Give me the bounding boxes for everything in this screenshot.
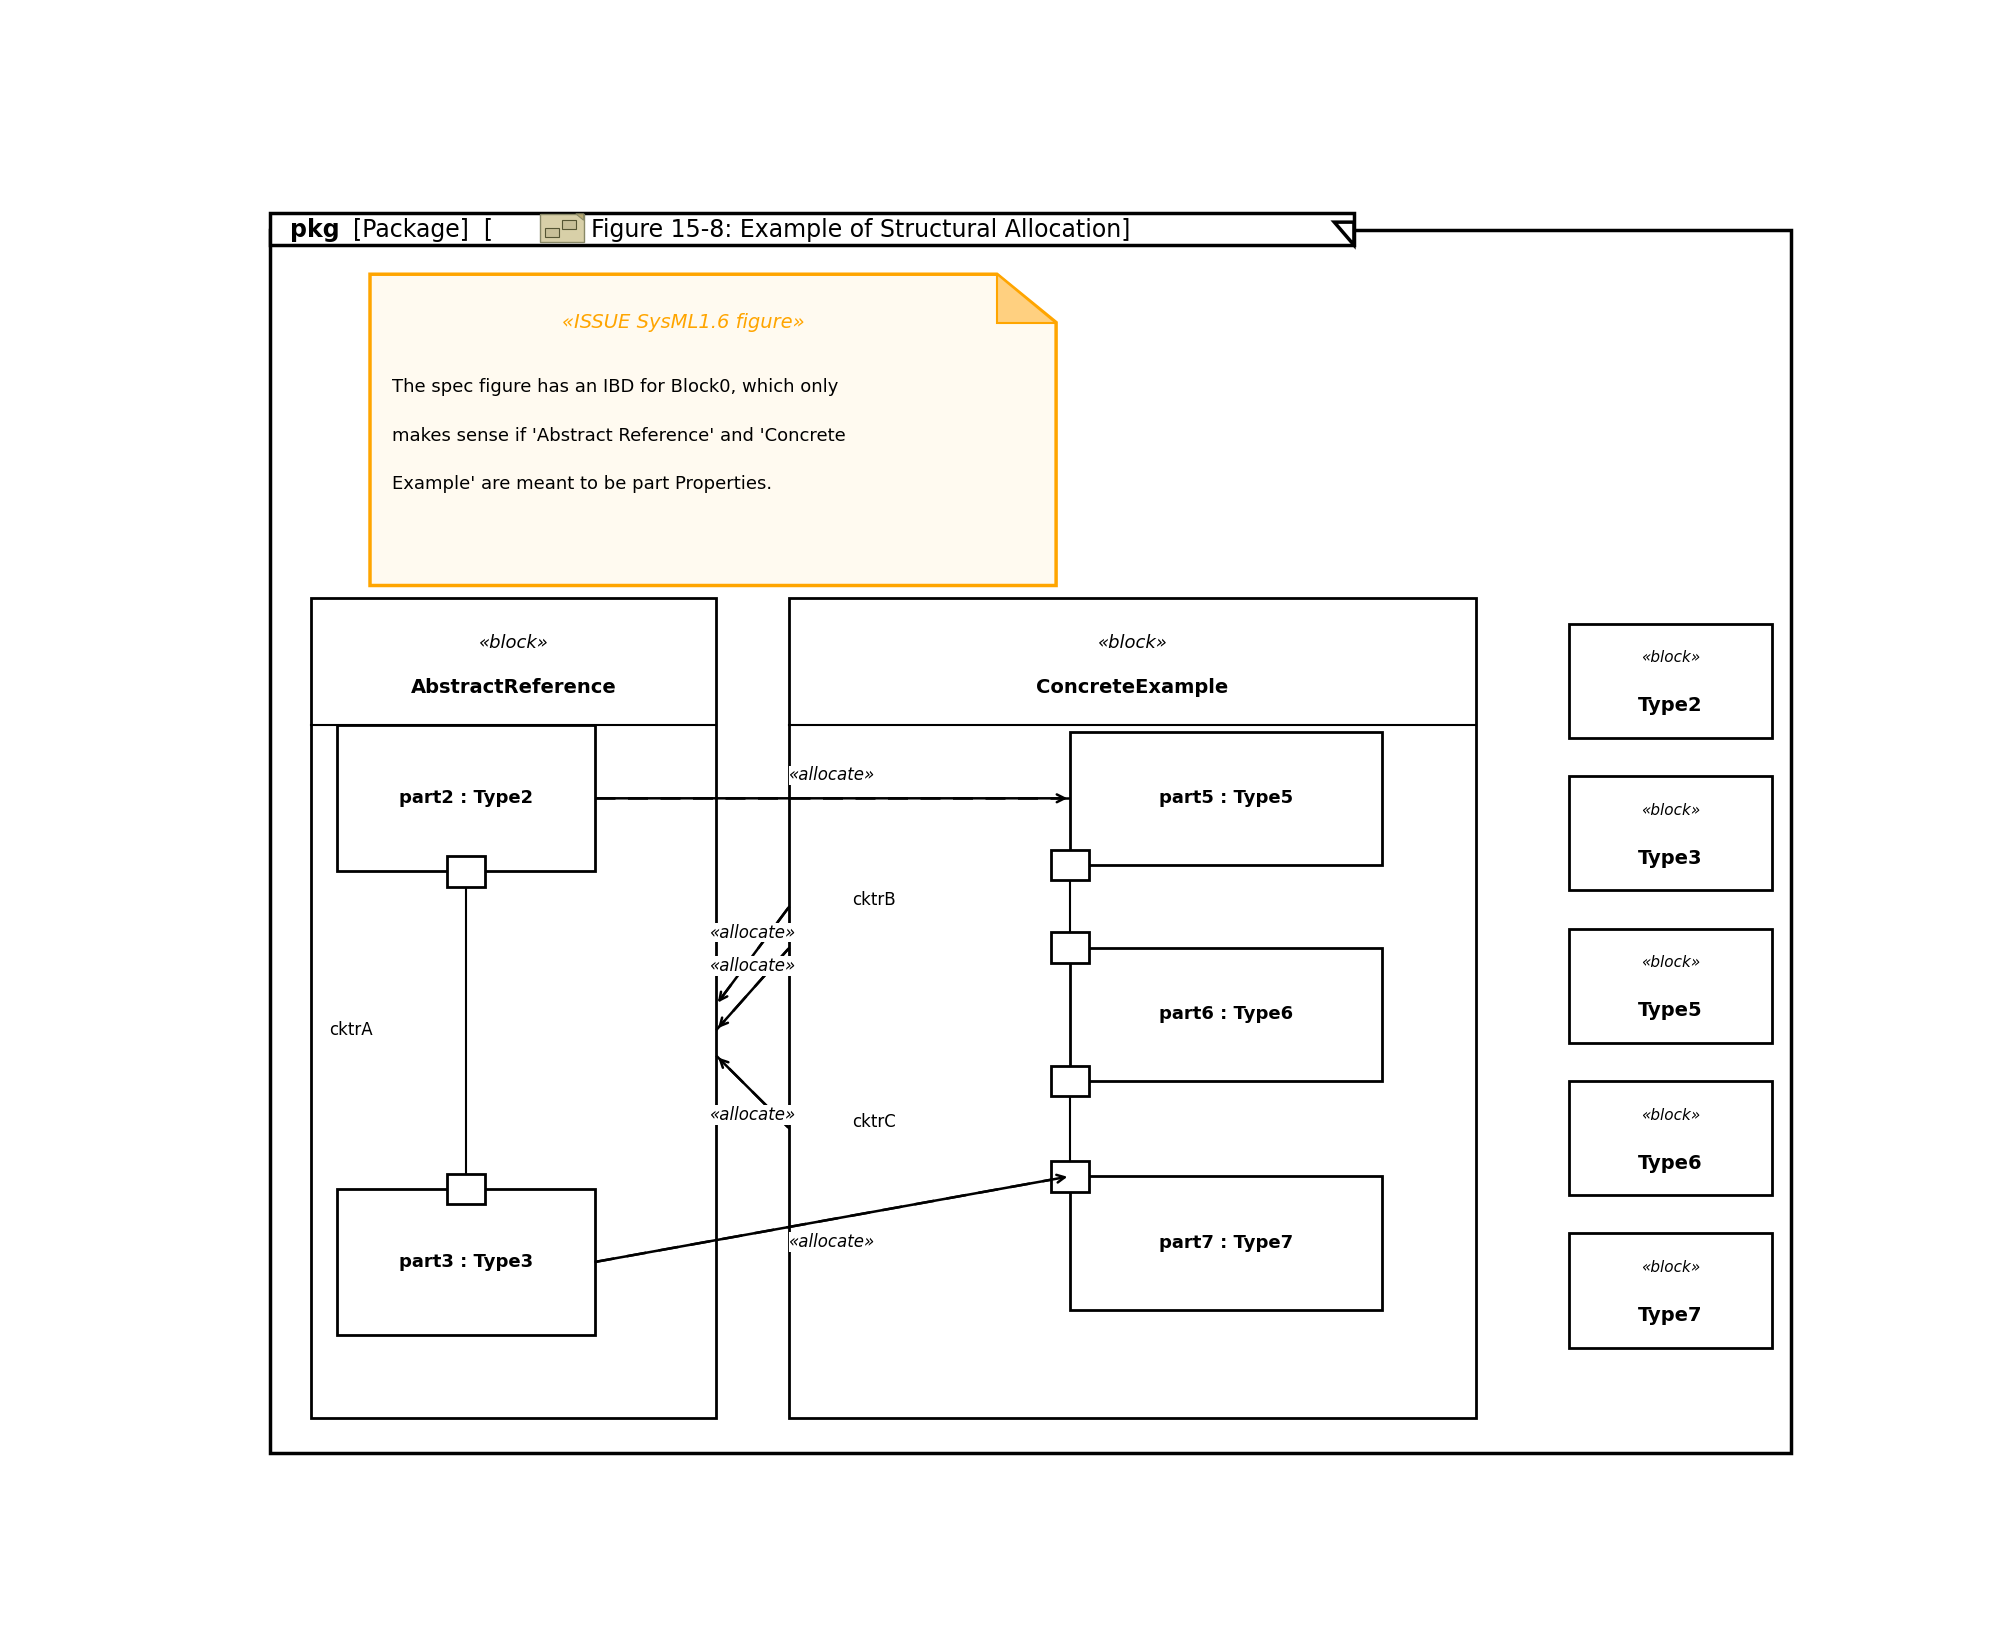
Bar — [1052, 850, 1088, 879]
Text: «allocate»: «allocate» — [710, 924, 797, 942]
Bar — [1569, 624, 1773, 738]
Bar — [1569, 1234, 1773, 1348]
Text: part2 : Type2: part2 : Type2 — [398, 789, 533, 807]
Polygon shape — [996, 274, 1056, 322]
Text: part3 : Type3: part3 : Type3 — [398, 1252, 533, 1270]
Text: «block»: «block» — [1642, 1261, 1700, 1275]
Bar — [1052, 932, 1088, 964]
Bar — [447, 1173, 485, 1204]
Text: Type6: Type6 — [1638, 1153, 1702, 1173]
Text: «allocate»: «allocate» — [789, 767, 875, 784]
Text: part5 : Type5: part5 : Type5 — [1159, 789, 1294, 807]
Polygon shape — [1334, 223, 1354, 244]
Text: part7 : Type7: part7 : Type7 — [1159, 1234, 1294, 1252]
Text: cktrB: cktrB — [851, 891, 895, 909]
Text: «block»: «block» — [1642, 1107, 1700, 1122]
Text: «block»: «block» — [1642, 650, 1700, 665]
Text: Type2: Type2 — [1638, 696, 1702, 716]
Text: «block»: «block» — [1099, 634, 1167, 652]
Text: «block»: «block» — [479, 634, 549, 652]
Text: «allocate»: «allocate» — [710, 1106, 797, 1124]
Text: Type5: Type5 — [1638, 1002, 1702, 1020]
Bar — [1070, 731, 1382, 865]
Text: Figure 15-8: Example of Structural Allocation]: Figure 15-8: Example of Structural Alloc… — [592, 218, 1131, 243]
Text: part6 : Type6: part6 : Type6 — [1159, 1005, 1294, 1023]
Text: «block»: «block» — [1642, 955, 1700, 970]
Text: «ISSUE SysML1.6 figure»: «ISSUE SysML1.6 figure» — [561, 314, 805, 332]
Text: AbstractReference: AbstractReference — [410, 678, 616, 696]
Text: Example' are meant to be part Properties.: Example' are meant to be part Properties… — [392, 475, 773, 493]
Bar — [1070, 947, 1382, 1081]
Bar — [539, 214, 583, 243]
Bar — [1569, 929, 1773, 1043]
Text: Type3: Type3 — [1638, 848, 1702, 868]
Bar — [545, 228, 559, 236]
Text: cktrA: cktrA — [330, 1021, 372, 1040]
Polygon shape — [575, 214, 583, 219]
Bar — [338, 1190, 596, 1335]
Bar — [270, 213, 1354, 244]
Text: «allocate»: «allocate» — [789, 1233, 875, 1251]
Bar — [789, 599, 1475, 1417]
Bar — [561, 219, 575, 229]
Text: [Package]  [: [Package] [ — [352, 218, 493, 243]
Text: pkg: pkg — [290, 218, 340, 243]
Text: ConcreteExample: ConcreteExample — [1036, 678, 1229, 696]
Bar — [1569, 776, 1773, 891]
Bar — [1052, 1066, 1088, 1096]
Polygon shape — [370, 274, 1056, 586]
Text: cktrC: cktrC — [851, 1114, 895, 1132]
Bar — [310, 599, 716, 1417]
Bar — [1070, 1176, 1382, 1310]
Bar — [1052, 1162, 1088, 1191]
Text: «allocate»: «allocate» — [710, 957, 797, 975]
Text: The spec figure has an IBD for Block0, which only: The spec figure has an IBD for Block0, w… — [392, 378, 839, 396]
Text: makes sense if 'Abstract Reference' and 'Concrete: makes sense if 'Abstract Reference' and … — [392, 427, 845, 446]
Bar — [1569, 1081, 1773, 1195]
Bar — [338, 726, 596, 871]
Text: «block»: «block» — [1642, 804, 1700, 818]
Text: Type7: Type7 — [1638, 1307, 1702, 1325]
Bar — [447, 856, 485, 886]
